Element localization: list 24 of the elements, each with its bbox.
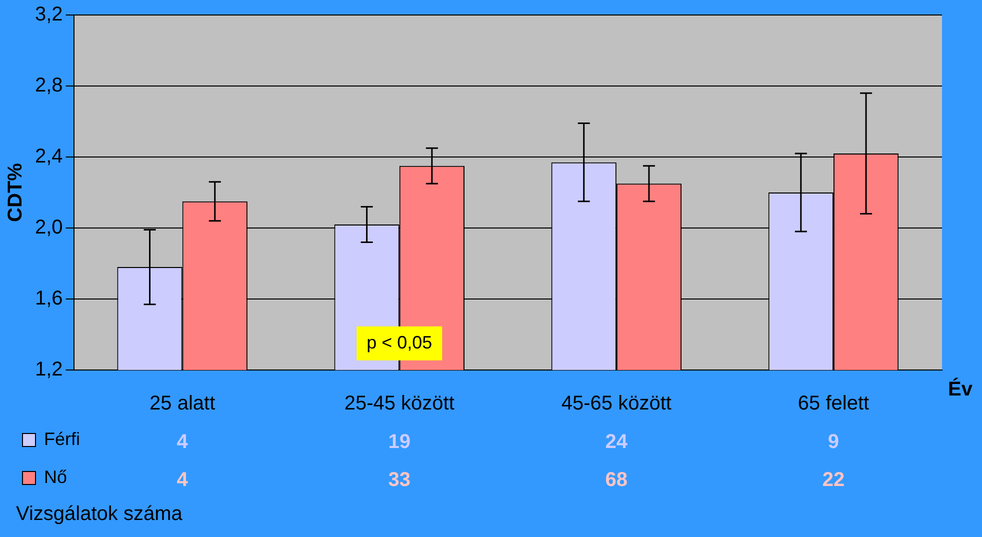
y-axis-title: CDT% bbox=[4, 162, 27, 222]
y-tick-label: 2,8 bbox=[34, 74, 63, 97]
annotation: p < 0,05 bbox=[366, 332, 432, 352]
annotation: 22 bbox=[821, 469, 846, 492]
y-tick-label: 2,4 bbox=[34, 146, 63, 168]
y-tick-label: 1,2 bbox=[34, 358, 63, 381]
x-tick-label: 25 alatt bbox=[150, 392, 216, 415]
annotation: 4 bbox=[176, 431, 189, 454]
annotation: 9 bbox=[826, 431, 840, 454]
x-tick-label: 25-45 között bbox=[344, 392, 455, 415]
annotation: 19 bbox=[387, 431, 412, 454]
legend-label: Férfi bbox=[44, 429, 80, 450]
text: Vizsgálatok száma bbox=[16, 503, 182, 526]
y-tick-label: 3,2 bbox=[34, 4, 63, 26]
annotation: 24 bbox=[604, 431, 629, 454]
legend-label: Nő bbox=[44, 467, 68, 488]
y-tick-label: 2,0 bbox=[34, 216, 63, 239]
x-tick-label: 65 felett bbox=[798, 392, 870, 415]
x-tick-label: 45-65 között bbox=[561, 392, 672, 415]
y-tick-label: 1,6 bbox=[34, 288, 63, 310]
annotation: 33 bbox=[387, 469, 412, 492]
annotation: 4 bbox=[176, 469, 189, 492]
x-axis-title: Év bbox=[948, 378, 974, 401]
annotation: 68 bbox=[604, 469, 629, 492]
